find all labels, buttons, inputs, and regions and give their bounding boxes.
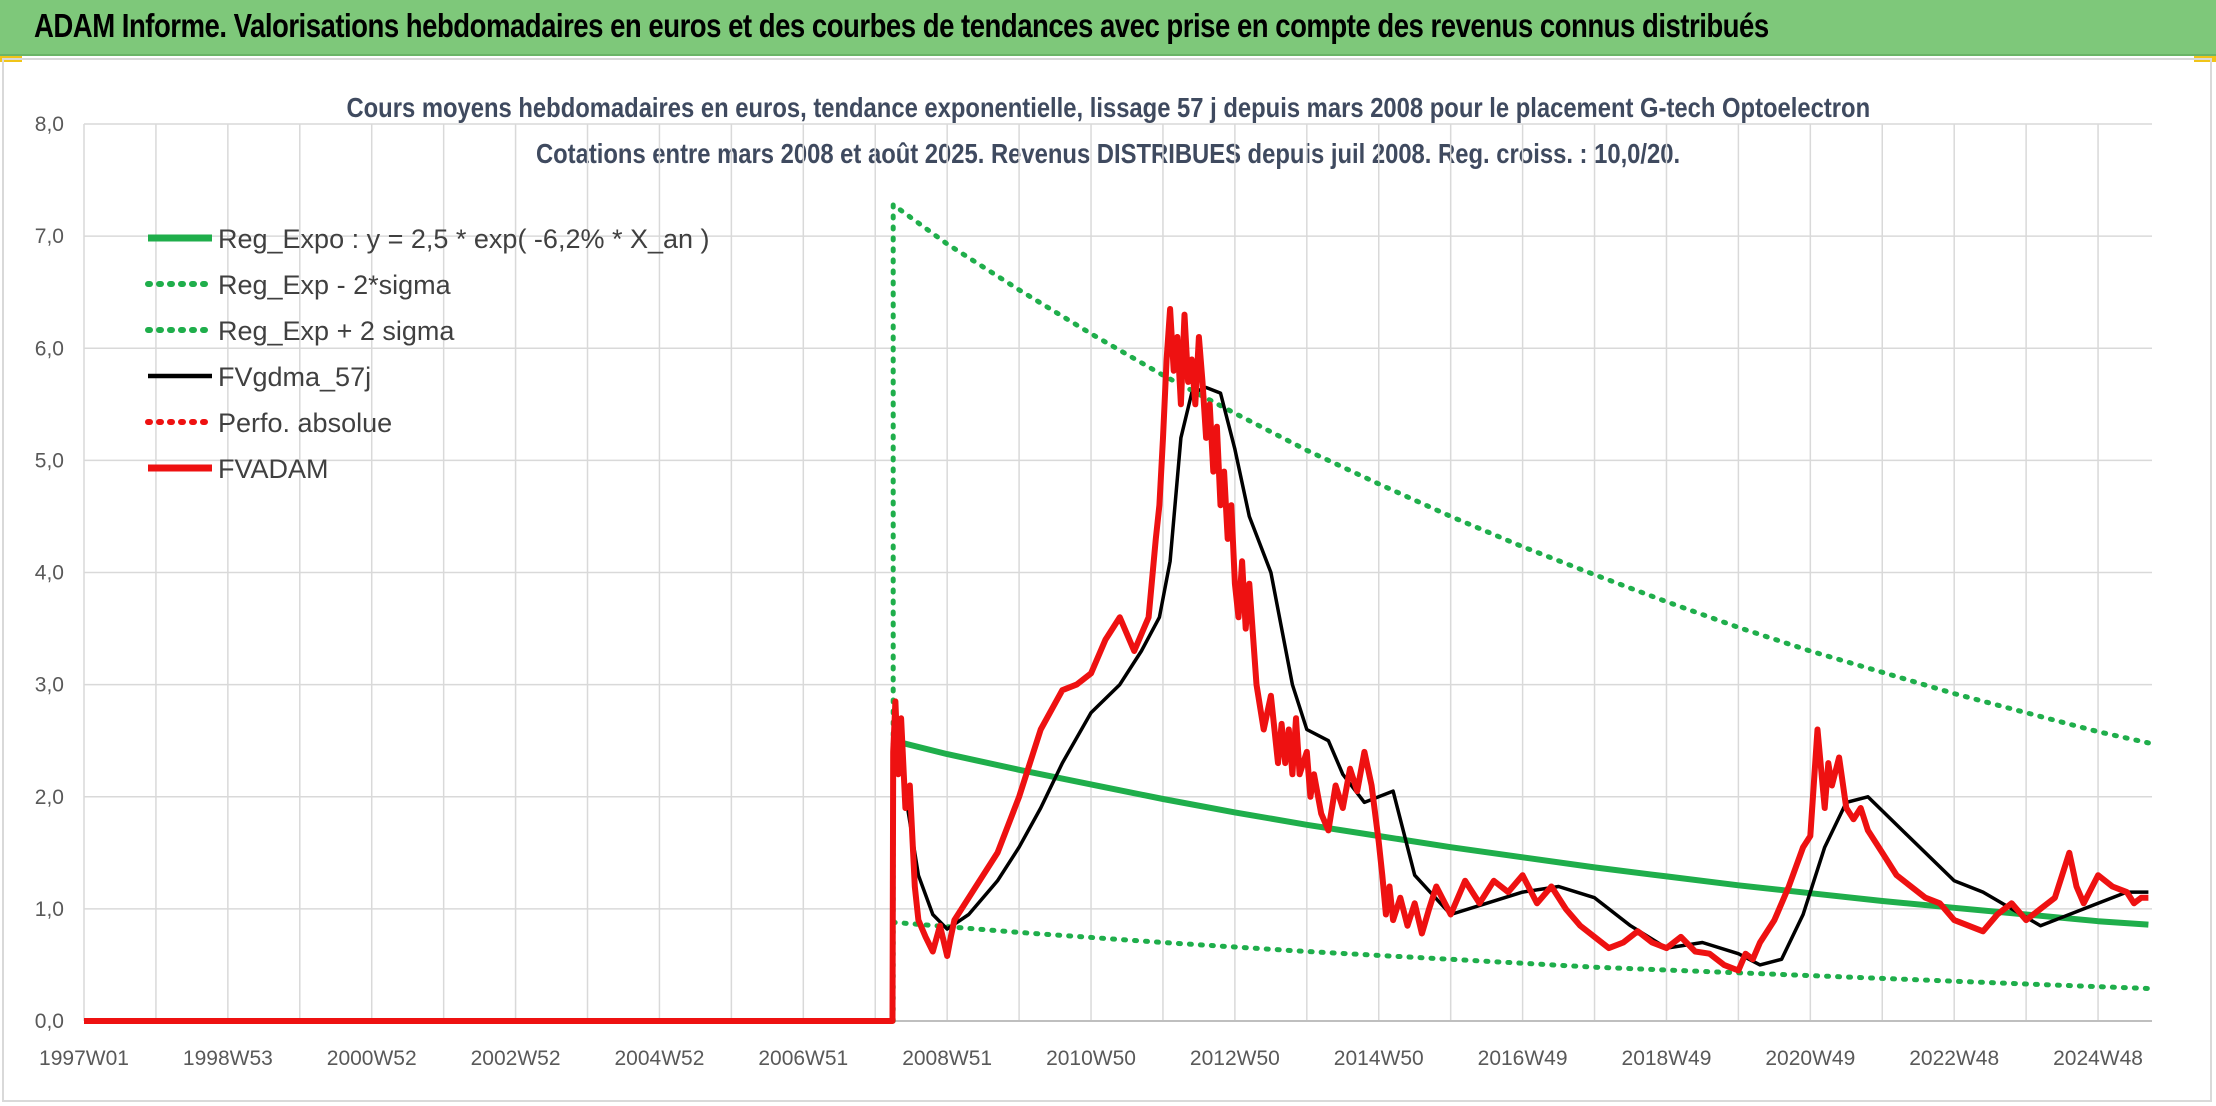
chart-title-line-2: Cotations entre mars 2008 et août 2025. … bbox=[535, 138, 1681, 169]
y-tick-label: 3,0 bbox=[35, 674, 64, 697]
chart-frame bbox=[2, 58, 2212, 1102]
x-axis: 1997W01 1998W53 2000W52 2002W52 2004W52 2006W… bbox=[39, 1047, 2143, 1070]
legend-label: Reg_Exp + 2 sigma bbox=[218, 316, 455, 346]
x-tick-label: 2020W49 bbox=[1765, 1047, 1855, 1070]
series-line-1 bbox=[890, 919, 2151, 991]
x-tick-label: 1997W01 bbox=[39, 1047, 129, 1070]
x-tick-label: 2002W52 bbox=[471, 1047, 561, 1070]
y-axis: 0,0 1,0 2,0 3,0 4,0 5,0 6,0 7,0 8,0 bbox=[35, 113, 64, 1033]
x-tick-label: 2014W50 bbox=[1334, 1047, 1424, 1070]
chart-legend: Reg_Expo : y = 2,5 * exp( -6,2% * X_an )… bbox=[145, 224, 710, 484]
y-tick-label: 5,0 bbox=[35, 449, 64, 472]
x-tick-label: 2008W51 bbox=[902, 1047, 992, 1070]
x-tick-label: 1998W53 bbox=[183, 1047, 273, 1070]
y-tick-label: 1,0 bbox=[35, 898, 64, 921]
grid-lines bbox=[83, 123, 2152, 1022]
x-tick-label: 2018W49 bbox=[1622, 1047, 1712, 1070]
legend-label: FVADAM bbox=[218, 454, 329, 484]
y-tick-label: 0,0 bbox=[35, 1010, 64, 1033]
chart-title: Cours moyens hebdomadaires en euros, ten… bbox=[0, 92, 2216, 124]
x-tick-label: 2016W49 bbox=[1478, 1047, 1568, 1070]
report-banner: ADAM Informe. Valorisations hebdomadaire… bbox=[0, 0, 2216, 56]
chart-subtitle: Cotations entre mars 2008 et août 2025. … bbox=[0, 138, 2216, 170]
legend-label: Reg_Expo : y = 2,5 * exp( -6,2% * X_an ) bbox=[218, 224, 710, 254]
series-line-5 bbox=[84, 306, 2149, 1024]
chart-title-line-1: Cours moyens hebdomadaires en euros, ten… bbox=[346, 92, 1870, 123]
x-tick-label: 2010W50 bbox=[1046, 1047, 1136, 1070]
legend-label: FVgdma_57j bbox=[218, 362, 371, 392]
legend-label: Perfo. absolue bbox=[218, 408, 392, 438]
x-tick-label: 2004W52 bbox=[614, 1047, 704, 1070]
x-tick-label: 2000W52 bbox=[327, 1047, 417, 1070]
x-tick-label: 2024W48 bbox=[2053, 1047, 2143, 1070]
report-title: ADAM Informe. Valorisations hebdomadaire… bbox=[34, 7, 1769, 44]
series-lines bbox=[84, 202, 2151, 1024]
y-tick-label: 4,0 bbox=[35, 562, 64, 585]
series-line-0 bbox=[892, 737, 2149, 928]
y-tick-label: 6,0 bbox=[35, 337, 64, 360]
series-line-2 bbox=[890, 202, 2151, 1024]
y-tick-label: 8,0 bbox=[35, 113, 64, 136]
y-tick-label: 7,0 bbox=[35, 225, 64, 248]
y-tick-label: 2,0 bbox=[35, 786, 64, 809]
x-tick-label: 2012W50 bbox=[1190, 1047, 1280, 1070]
legend-label: Reg_Exp - 2*sigma bbox=[218, 270, 452, 300]
x-tick-label: 2006W51 bbox=[758, 1047, 848, 1070]
x-tick-label: 2022W48 bbox=[1909, 1047, 1999, 1070]
